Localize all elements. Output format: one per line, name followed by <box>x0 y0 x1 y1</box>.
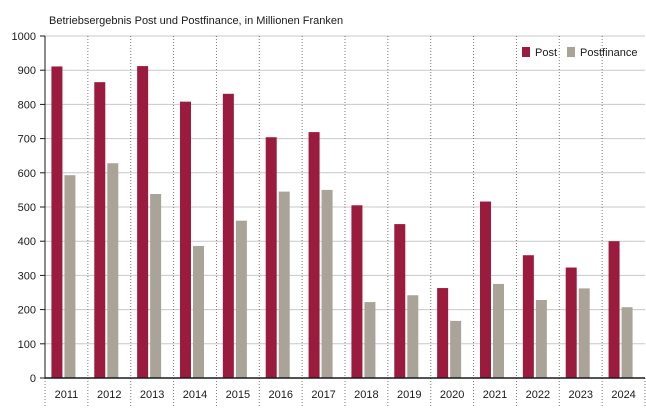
bar-postfinance-2023 <box>578 288 590 378</box>
y-tick-label: 100 <box>18 339 36 351</box>
y-tick-label: 0 <box>30 373 36 385</box>
y-tick-label: 300 <box>18 270 36 282</box>
y-tick-label: 700 <box>18 134 36 146</box>
x-tick-label: 2019 <box>397 389 421 401</box>
x-tick-label: 2012 <box>97 389 121 401</box>
y-tick-label: 200 <box>18 305 36 317</box>
x-tick-labels: 2011 2012 2013 2014 2015 2016 2017 2018 2019 2020… <box>55 389 636 401</box>
y-tick-label: 900 <box>18 65 36 77</box>
y-tick-label: 1000 <box>12 31 36 43</box>
bar-postfinance-2021 <box>493 283 504 378</box>
bar-post-2019 <box>394 224 406 378</box>
bar-post-2018 <box>351 205 363 378</box>
bar-post-2011 <box>51 66 63 379</box>
legend: Post Postfinance <box>522 47 637 59</box>
x-tick-label: 2011 <box>55 389 79 401</box>
x-tick-label: 2015 <box>226 389 250 401</box>
bar-postfinance-2016 <box>278 191 290 378</box>
bar-postfinance-2013 <box>150 194 162 378</box>
legend-swatch-postfinance <box>567 47 575 57</box>
bar-post-2012 <box>94 82 106 379</box>
bar-post-2020 <box>437 288 449 378</box>
axes <box>40 35 645 379</box>
bar-post-2023 <box>565 267 577 378</box>
bar-postfinance-2015 <box>235 220 247 378</box>
bar-post-2016 <box>265 137 277 378</box>
x-tick-label: 2021 <box>483 389 507 401</box>
bar-postfinance-2022 <box>535 300 547 378</box>
x-tick-label: 2022 <box>526 389 550 401</box>
x-tick-label: 2018 <box>354 389 378 401</box>
bar-postfinance-2012 <box>107 163 119 378</box>
x-tick-label: 2023 <box>568 389 592 401</box>
bar-postfinance-2019 <box>407 295 419 378</box>
x-tick-label: 2013 <box>140 389 164 401</box>
x-tick-label: 2020 <box>440 389 464 401</box>
y-tick-label: 600 <box>18 168 36 180</box>
chart-title: Betriebsergebnis Post und Postfinance, i… <box>49 15 343 27</box>
legend-label-postfinance: Postfinance <box>580 47 637 59</box>
x-tick-label: 2024 <box>611 389 635 401</box>
bar-post-2024 <box>608 241 620 378</box>
bar-post-2015 <box>222 93 234 378</box>
bars <box>51 66 633 379</box>
bar-postfinance-2018 <box>364 302 376 378</box>
x-tick-label: 2014 <box>183 389 207 401</box>
y-tick-label: 800 <box>18 99 36 111</box>
bar-post-2014 <box>180 101 191 378</box>
grid <box>44 35 646 406</box>
bar-post-2017 <box>308 132 320 378</box>
bar-post-2022 <box>522 255 534 378</box>
bar-postfinance-2014 <box>193 245 204 378</box>
bar-post-2013 <box>137 66 149 378</box>
y-tick-label: 400 <box>18 236 36 248</box>
y-tick-labels: 0 100 200 300 400 500 600 700 800 900 1000 <box>12 31 36 385</box>
legend-label-post: Post <box>535 47 557 59</box>
bar-post-2021 <box>480 201 491 378</box>
bar-postfinance-2024 <box>621 307 633 378</box>
bar-postfinance-2011 <box>64 175 76 378</box>
bar-postfinance-2020 <box>450 320 462 378</box>
bar-postfinance-2017 <box>321 189 333 378</box>
y-tick-label: 500 <box>18 202 36 214</box>
x-tick-label: 2016 <box>268 389 292 401</box>
x-tick-label: 2017 <box>311 389 335 401</box>
legend-swatch-post <box>522 47 530 57</box>
